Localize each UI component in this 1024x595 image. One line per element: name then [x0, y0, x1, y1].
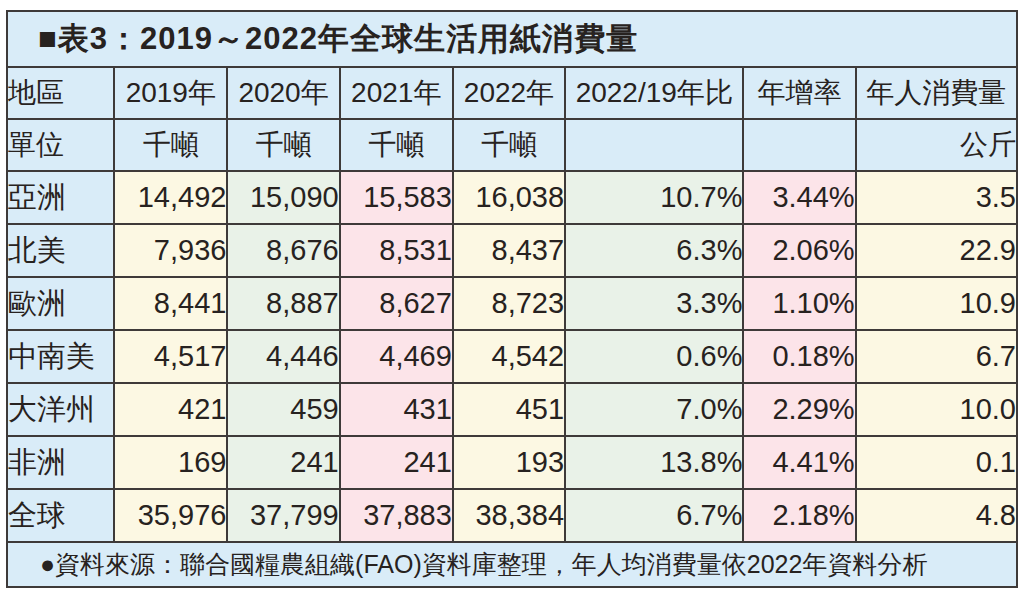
header-region: 地區 [7, 67, 114, 119]
growth-cell: 2.29% [743, 383, 855, 436]
growth-cell: 2.18% [743, 489, 855, 542]
value-cell: 241 [340, 436, 453, 489]
header-row: 地區 2019年 2020年 2021年 2022年 2022/19年比 年增率… [7, 67, 1017, 119]
table-row-oceania: 大洋州 421 459 431 451 7.0% 2.29% 10.0 [7, 383, 1017, 436]
region-cell: 大洋州 [7, 383, 114, 436]
value-cell: 4,517 [114, 330, 227, 383]
percapita-cell: 6.7 [856, 330, 1017, 383]
value-cell: 8,437 [453, 224, 565, 277]
growth-cell: 4.41% [743, 436, 855, 489]
header-2020: 2020年 [227, 67, 339, 119]
table-row-africa: 非洲 169 241 241 193 13.8% 4.41% 0.1 [7, 436, 1017, 489]
unit-row: 單位 千噸 千噸 千噸 千噸 公斤 [7, 119, 1017, 171]
value-cell: 8,627 [340, 277, 453, 330]
value-cell: 8,887 [227, 277, 339, 330]
value-cell: 421 [114, 383, 227, 436]
ratio-cell: 13.8% [565, 436, 743, 489]
value-cell: 451 [453, 383, 565, 436]
table-row-latin-america: 中南美 4,517 4,446 4,469 4,542 0.6% 0.18% 6… [7, 330, 1017, 383]
header-2022: 2022年 [453, 67, 565, 119]
unit-growth [743, 119, 855, 171]
value-cell: 8,441 [114, 277, 227, 330]
table-title: ■表3：2019～2022年全球生活用紙消費量 [7, 11, 1017, 67]
header-2019: 2019年 [114, 67, 227, 119]
unit-label: 單位 [7, 119, 114, 171]
percapita-cell: 3.5 [856, 171, 1017, 224]
value-cell: 14,492 [114, 171, 227, 224]
source-note: ●資料來源：聯合國糧農組織(FAO)資料庫整理，年人均消費量依2022年資料分析 [7, 542, 1017, 587]
ratio-cell: 3.3% [565, 277, 743, 330]
table-title-row: ■表3：2019～2022年全球生活用紙消費量 [7, 11, 1017, 67]
value-cell: 169 [114, 436, 227, 489]
source-row: ●資料來源：聯合國糧農組織(FAO)資料庫整理，年人均消費量依2022年資料分析 [7, 542, 1017, 587]
value-cell: 8,676 [227, 224, 339, 277]
value-cell: 16,038 [453, 171, 565, 224]
value-cell: 241 [227, 436, 339, 489]
percapita-cell: 10.9 [856, 277, 1017, 330]
consumption-table: ■表3：2019～2022年全球生活用紙消費量 地區 2019年 2020年 2… [6, 10, 1018, 588]
value-cell: 37,883 [340, 489, 453, 542]
value-cell: 7,936 [114, 224, 227, 277]
region-cell: 非洲 [7, 436, 114, 489]
value-cell: 8,531 [340, 224, 453, 277]
unit-2021: 千噸 [340, 119, 453, 171]
value-cell: 4,542 [453, 330, 565, 383]
region-cell: 中南美 [7, 330, 114, 383]
ratio-cell: 7.0% [565, 383, 743, 436]
unit-percapita: 公斤 [856, 119, 1017, 171]
unit-2019: 千噸 [114, 119, 227, 171]
ratio-cell: 6.7% [565, 489, 743, 542]
growth-cell: 1.10% [743, 277, 855, 330]
value-cell: 459 [227, 383, 339, 436]
unit-2022: 千噸 [453, 119, 565, 171]
unit-2020: 千噸 [227, 119, 339, 171]
growth-cell: 2.06% [743, 224, 855, 277]
value-cell: 4,469 [340, 330, 453, 383]
region-cell: 全球 [7, 489, 114, 542]
value-cell: 15,583 [340, 171, 453, 224]
table-row-north-america: 北美 7,936 8,676 8,531 8,437 6.3% 2.06% 22… [7, 224, 1017, 277]
page: ■表3：2019～2022年全球生活用紙消費量 地區 2019年 2020年 2… [0, 0, 1024, 595]
value-cell: 38,384 [453, 489, 565, 542]
ratio-cell: 0.6% [565, 330, 743, 383]
region-cell: 亞洲 [7, 171, 114, 224]
region-cell: 北美 [7, 224, 114, 277]
header-ratio: 2022/19年比 [565, 67, 743, 119]
ratio-cell: 6.3% [565, 224, 743, 277]
table-row-europe: 歐洲 8,441 8,887 8,627 8,723 3.3% 1.10% 10… [7, 277, 1017, 330]
percapita-cell: 0.1 [856, 436, 1017, 489]
table-row-global: 全球 35,976 37,799 37,883 38,384 6.7% 2.18… [7, 489, 1017, 542]
percapita-cell: 4.8 [856, 489, 1017, 542]
value-cell: 15,090 [227, 171, 339, 224]
region-cell: 歐洲 [7, 277, 114, 330]
value-cell: 37,799 [227, 489, 339, 542]
value-cell: 8,723 [453, 277, 565, 330]
value-cell: 4,446 [227, 330, 339, 383]
header-2021: 2021年 [340, 67, 453, 119]
growth-cell: 3.44% [743, 171, 855, 224]
value-cell: 35,976 [114, 489, 227, 542]
ratio-cell: 10.7% [565, 171, 743, 224]
table-row-asia: 亞洲 14,492 15,090 15,583 16,038 10.7% 3.4… [7, 171, 1017, 224]
value-cell: 193 [453, 436, 565, 489]
unit-ratio [565, 119, 743, 171]
percapita-cell: 10.0 [856, 383, 1017, 436]
header-growth: 年增率 [743, 67, 855, 119]
percapita-cell: 22.9 [856, 224, 1017, 277]
growth-cell: 0.18% [743, 330, 855, 383]
header-percapita: 年人消費量 [856, 67, 1017, 119]
value-cell: 431 [340, 383, 453, 436]
